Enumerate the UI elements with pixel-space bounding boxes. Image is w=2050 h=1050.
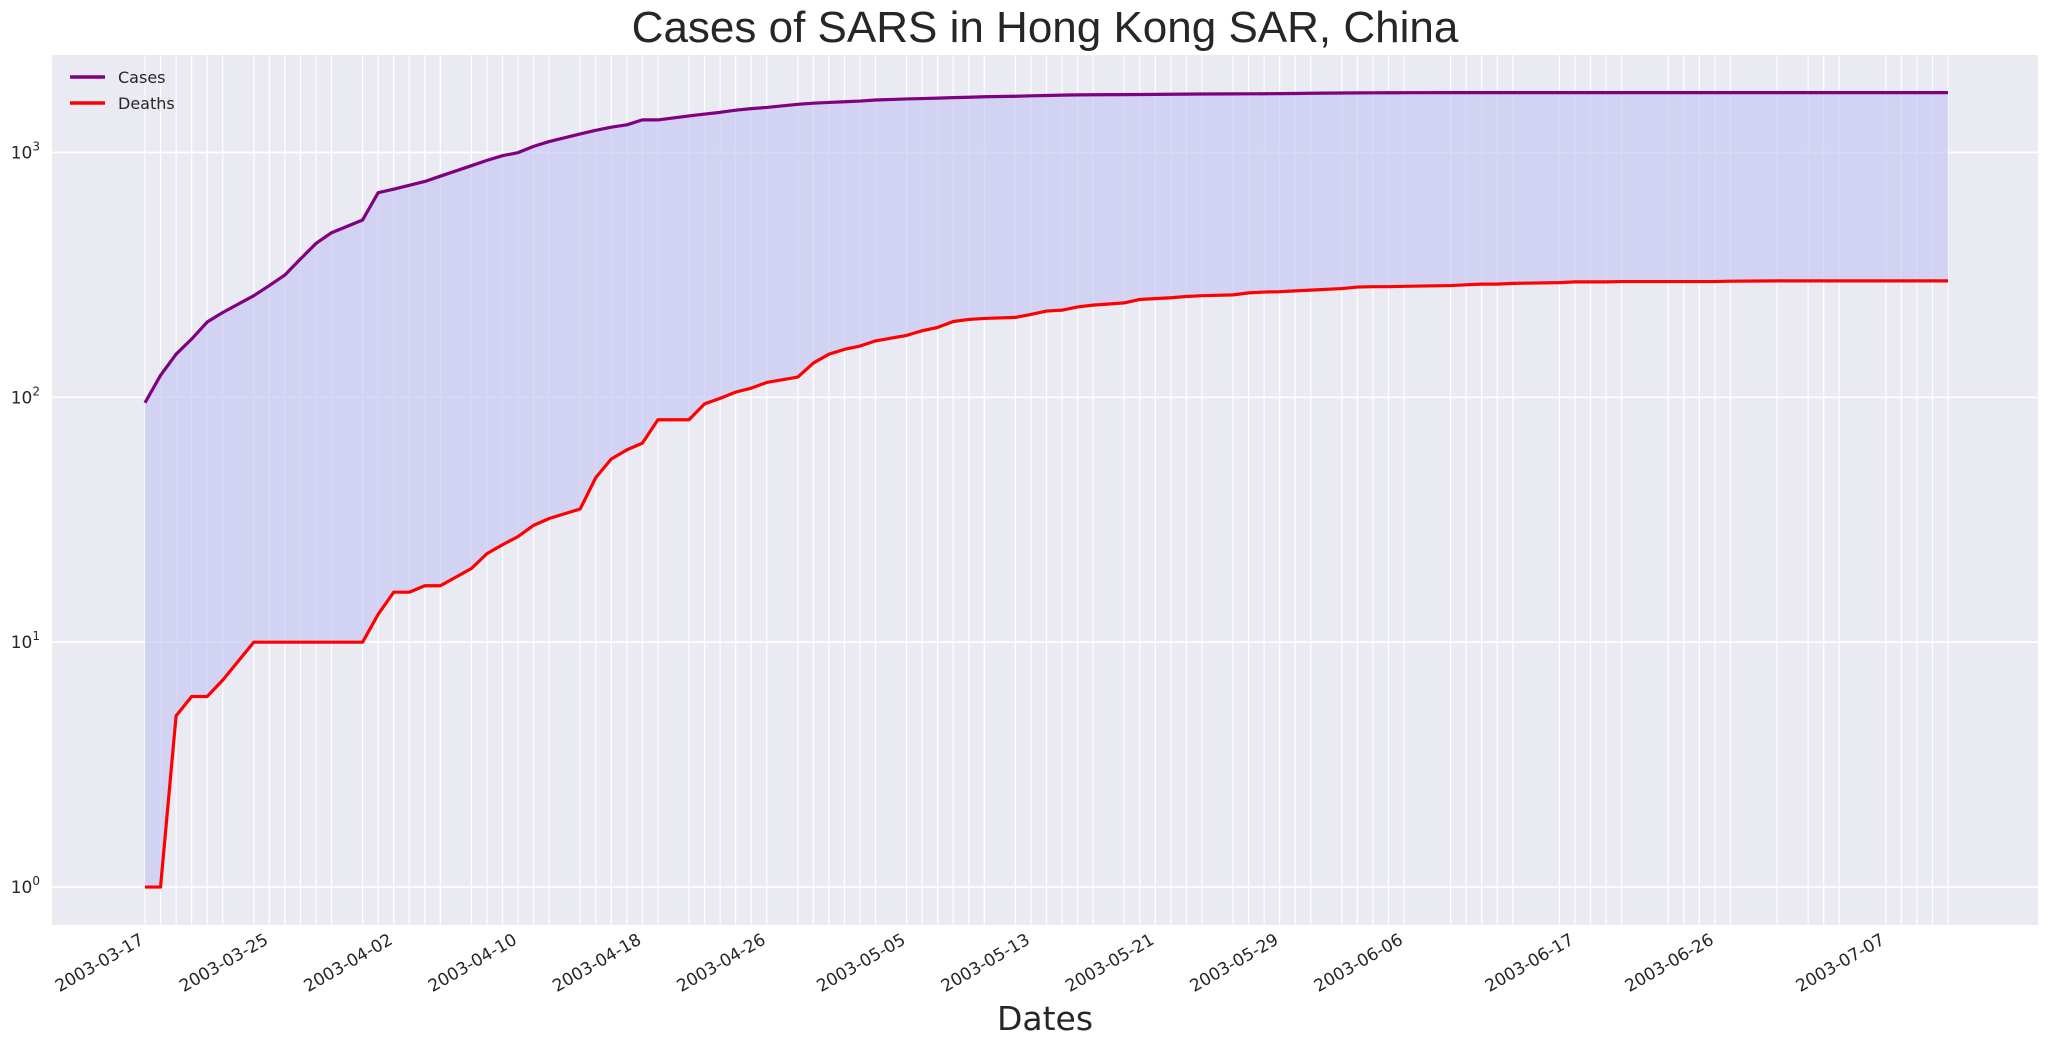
x-tick-label: 2003-05-21 — [1062, 930, 1158, 997]
x-tick-label: 2003-03-25 — [176, 930, 272, 997]
y-tick-label: 102 — [11, 384, 40, 408]
chart-title: Cases of SARS in Hong Kong SAR, China — [632, 3, 1459, 52]
series-lines — [143, 91, 1948, 889]
x-tick-label: 2003-04-02 — [301, 930, 397, 997]
y-tick-label: 101 — [11, 629, 40, 653]
x-tick-label: 2003-07-07 — [1793, 930, 1889, 997]
fill-area — [145, 92, 1948, 888]
series-line-cases — [143, 91, 1948, 404]
series-line-deaths — [145, 279, 1948, 889]
x-tick-label: 2003-06-26 — [1622, 930, 1718, 997]
y-tick-label: 103 — [11, 139, 40, 163]
legend-label-deaths: Deaths — [118, 94, 175, 113]
x-tick-label: 2003-03-17 — [52, 930, 148, 997]
x-tick-label: 2003-04-10 — [425, 930, 521, 997]
x-tick-label: 2003-05-05 — [814, 930, 910, 997]
x-axis-label: Dates — [997, 999, 1093, 1038]
fill-between-area — [145, 92, 1948, 888]
x-tick-label: 2003-04-18 — [549, 930, 645, 997]
x-tick-labels: 2003-03-17 2003-03-25 2003-04-02 2003-04-10… — [52, 930, 1888, 997]
x-tick-label: 2003-05-13 — [938, 930, 1034, 997]
x-tick-label: 2003-05-29 — [1187, 930, 1283, 997]
y-tick-labels: 100 101 102 103 — [11, 139, 40, 898]
x-tick-label: 2003-04-26 — [674, 930, 770, 997]
y-tick-label: 100 — [11, 874, 40, 898]
x-tick-label: 2003-06-17 — [1482, 930, 1578, 997]
legend-label-cases: Cases — [118, 68, 166, 87]
x-tick-label: 2003-06-06 — [1311, 930, 1407, 997]
legend: Cases Deaths — [70, 68, 175, 113]
